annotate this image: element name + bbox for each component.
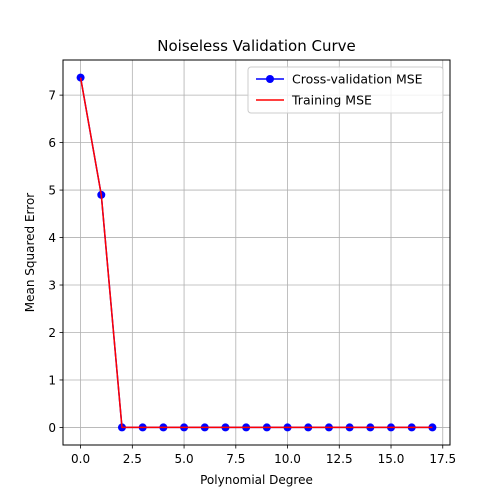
y-tick-label: 0 (48, 421, 56, 435)
y-tick-label: 4 (48, 231, 56, 245)
y-tick-label: 3 (48, 279, 56, 293)
series-layer (76, 73, 437, 432)
chart-title: Noiseless Validation Curve (157, 37, 356, 55)
y-tick-label: 7 (48, 89, 56, 103)
y-axis-title: Mean Squared Error (23, 193, 37, 313)
ticks: 0.0 2.5 5.0 7.5 10.0 12.5 15.0 17.5 0 1 2 3 4 5 6 7 (48, 89, 456, 466)
x-tick-label: 12.5 (326, 452, 353, 466)
y-tick-label: 1 (48, 373, 56, 387)
legend-marker (266, 75, 274, 83)
legend-label: Training MSE (291, 93, 372, 108)
x-tick-label: 5.0 (175, 452, 194, 466)
x-tick-label: 10.0 (274, 452, 301, 466)
y-tick-label: 5 (48, 184, 56, 198)
x-tick-label: 15.0 (378, 452, 405, 466)
x-tick-label: 2.5 (123, 452, 142, 466)
legend-label: Cross-validation MSE (292, 72, 423, 87)
legend: Cross-validation MSE Training MSE (247, 66, 444, 114)
legend-box (247, 66, 444, 114)
series-1 (79, 77, 433, 429)
x-tick-label: 17.5 (429, 452, 456, 466)
x-axis-title: Polynomial Degree (200, 473, 313, 487)
y-tick-label: 6 (48, 136, 56, 150)
plot-frame (62, 59, 451, 446)
x-tick-label: 0.0 (71, 452, 90, 466)
x-tick-label: 7.5 (226, 452, 245, 466)
series-line (79, 77, 433, 429)
y-tick-label: 2 (48, 326, 56, 340)
